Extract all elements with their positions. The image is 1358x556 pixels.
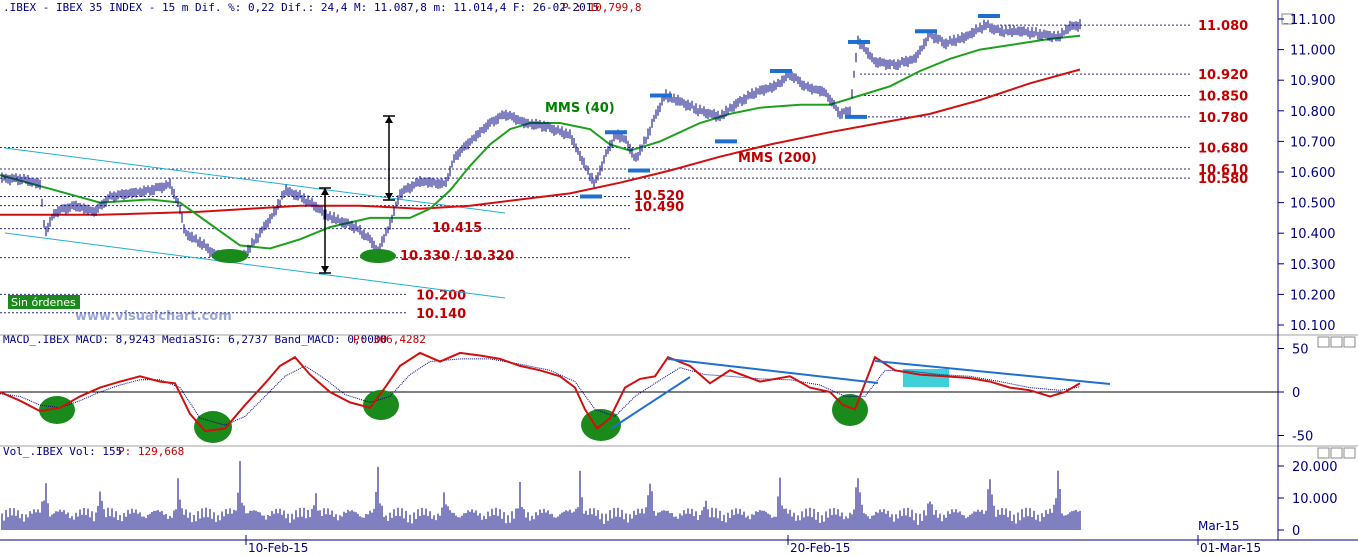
main-ellipse xyxy=(212,249,248,263)
level-label: 11.080 xyxy=(1198,19,1248,34)
level-label: 10.140 xyxy=(416,307,466,322)
vol-header: Vol_.IBEX Vol: 155 xyxy=(3,445,122,458)
macd-ellipse xyxy=(363,390,399,420)
price-tick-label: 10.800 xyxy=(1290,105,1336,120)
macd-highlight-box xyxy=(903,369,949,387)
range-arrow-right-head xyxy=(385,193,393,200)
main-ellipse xyxy=(360,249,396,263)
date-label: 20-Feb-15 xyxy=(790,541,850,555)
range-arrow-left-head xyxy=(321,266,329,273)
price-tick-label: 10.300 xyxy=(1290,258,1336,273)
level-label: 10.580 xyxy=(1198,172,1248,187)
date-label: 10-Feb-15 xyxy=(248,541,308,555)
channel-upper-line xyxy=(4,147,506,214)
watermark: www.visualchart.com xyxy=(75,309,232,324)
price-tick-label: 10.600 xyxy=(1290,166,1336,181)
main-header: .IBEX - IBEX 35 INDEX - 15 m Dif. %: 0,2… xyxy=(3,1,599,14)
macd-trendline-down-2 xyxy=(874,360,1111,385)
vol-tick-label: 20.000 xyxy=(1292,460,1338,475)
volume-panel: 20.000 10.000 0 Mar-15 xyxy=(1,460,1338,539)
macd-minimize-button[interactable] xyxy=(1317,336,1330,348)
macd-tick-label: 50 xyxy=(1292,343,1309,358)
price-tick-label: 10.400 xyxy=(1290,227,1336,242)
price-tick-label: 11.100 xyxy=(1290,13,1336,28)
macd-tick-label: 0 xyxy=(1292,386,1300,401)
annotation-lbl_10330: 10.330 / 10.320 xyxy=(400,249,514,264)
annotation-lbl_10520: 10.520 xyxy=(634,189,684,204)
price-tick-label: 10.900 xyxy=(1290,74,1336,89)
mar-label: Mar-15 xyxy=(1198,519,1239,533)
macd-line xyxy=(0,351,1081,433)
price-tick-label: 10.200 xyxy=(1290,288,1336,303)
vol-panel-buttons xyxy=(1317,447,1356,459)
macd-panel-buttons xyxy=(1317,336,1356,348)
macd-ellipse xyxy=(39,396,75,424)
macd-panel: 50 0 -50 xyxy=(0,343,1313,445)
vol-close-button[interactable] xyxy=(1343,447,1356,459)
level-label: 10.680 xyxy=(1198,142,1248,157)
mms200-line xyxy=(0,68,1081,216)
macd-tick-label: -50 xyxy=(1292,430,1313,445)
price-grid: 11.08010.92010.85010.78010.68010.61010.5… xyxy=(0,19,1248,322)
level-label: 10.610 xyxy=(1198,163,1248,178)
macd-last: P: 306,4282 xyxy=(353,333,426,346)
annotation-mms200: MMS (200) xyxy=(738,151,817,166)
vol-minimize-button[interactable] xyxy=(1317,447,1330,459)
mms40-line xyxy=(0,34,1081,250)
date-axis: 10-Feb-15 20-Feb-15 01-Mar-15 xyxy=(245,535,1261,555)
mms40-polyline xyxy=(0,34,1081,250)
level-label: 10.850 xyxy=(1198,90,1248,105)
price-tick-label: 11.000 xyxy=(1290,44,1336,59)
annotation-lbl_10490: 10.490 xyxy=(634,200,684,215)
macd-trendline-down-1 xyxy=(667,358,879,384)
price-axis: 11.100 11.000 10.900 10.800 10.700 10.600 10.5… xyxy=(1278,13,1336,334)
annotation-mms40: MMS (40) xyxy=(545,101,615,116)
vol-tick-label: 10.000 xyxy=(1292,492,1338,507)
channel-lower-line xyxy=(4,232,506,299)
price-tick-label: 10.700 xyxy=(1290,135,1336,150)
mms200-polyline xyxy=(0,68,1081,216)
price-tick-label: 10.100 xyxy=(1290,319,1336,334)
macd-trendline-up xyxy=(611,376,691,429)
sin-ordenes-label: Sin órdenes xyxy=(11,296,76,309)
date-label: 01-Mar-15 xyxy=(1200,541,1261,555)
vol-tick-label: 0 xyxy=(1292,524,1300,539)
annotation-lbl_10415: 10.415 xyxy=(432,221,482,236)
range-arrow-right-head xyxy=(385,116,393,123)
vol-maximize-button[interactable] xyxy=(1330,447,1343,459)
minimize-icon: _ xyxy=(1283,15,1289,24)
level-markers xyxy=(580,13,1000,199)
sin-ordenes-badge[interactable] xyxy=(8,295,80,309)
main-last-price: P : 10,799,8 xyxy=(562,1,641,14)
trend-channel xyxy=(4,147,506,299)
level-label: 10.920 xyxy=(1198,68,1248,83)
macd-close-button[interactable] xyxy=(1343,336,1356,348)
vol-last: P: 129,668 xyxy=(118,445,184,458)
price-tick-label: 10.500 xyxy=(1290,197,1336,212)
range-arrow-left-head xyxy=(321,188,329,195)
macd-header: MACD_.IBEX MACD: 8,9243 MediaSIG: 6,2737… xyxy=(3,333,387,346)
annotations: MMS (40) MMS (200) 10.415 10.330 / 10.320 10… xyxy=(212,101,817,274)
level-label: 10.780 xyxy=(1198,111,1248,126)
level-label: 10.200 xyxy=(416,288,466,303)
macd-maximize-button[interactable] xyxy=(1330,336,1343,348)
